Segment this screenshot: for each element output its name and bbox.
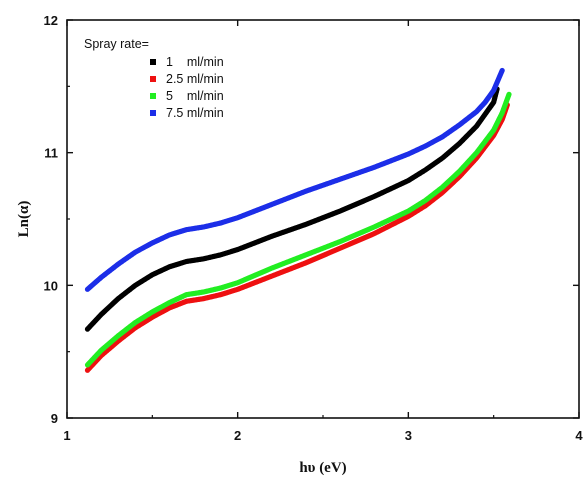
data-point	[499, 67, 505, 74]
series-3	[84, 91, 512, 368]
legend: Spray rate= 1 ml/min 2.5 ml/min 5 ml/min 7.…	[84, 37, 224, 120]
legend-entry: 7.5 ml/min	[166, 106, 224, 120]
legend-entry: 2.5 ml/min	[166, 72, 224, 86]
legend-swatch	[150, 110, 156, 116]
data-point	[506, 91, 512, 97]
y-tick-label: 10	[44, 278, 58, 293]
series-2	[84, 102, 510, 373]
x-tick-label: 1	[63, 428, 70, 443]
y-tick-label: 11	[44, 146, 58, 161]
legend-swatch	[150, 93, 156, 99]
x-tick-label: 3	[405, 428, 412, 443]
x-tick-label: 2	[234, 428, 241, 443]
axis-ticks	[66, 19, 580, 419]
legend-swatch	[150, 76, 156, 82]
x-tick-label: 4	[575, 428, 583, 443]
series-4	[84, 67, 505, 292]
x-axis-label: hυ (eV)	[299, 460, 346, 476]
y-tick-label: 9	[51, 411, 58, 426]
y-axis-label: Ln(α)	[16, 201, 32, 238]
legend-entry: 5 ml/min	[166, 89, 224, 103]
legend-entry: 1 ml/min	[166, 55, 224, 69]
legend-swatch	[150, 59, 156, 65]
legend-title: Spray rate=	[84, 37, 149, 51]
y-tick-label: 12	[44, 13, 58, 28]
chart-marks	[84, 67, 512, 373]
series-1	[84, 86, 500, 332]
